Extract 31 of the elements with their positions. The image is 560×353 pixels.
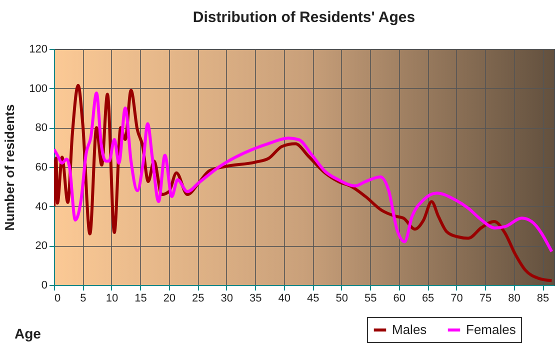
x-tick-label: 65	[422, 292, 434, 304]
x-tick-label: 15	[134, 292, 147, 304]
x-tick-label: 40	[278, 292, 291, 304]
y-tick-label: 120	[29, 44, 48, 56]
x-tick-label: 10	[106, 292, 118, 304]
x-tick-label: 80	[508, 292, 520, 304]
x-tick-label: 75	[479, 292, 492, 304]
x-tick-label: 55	[364, 292, 377, 304]
x-tick-label: 50	[336, 292, 348, 304]
legend-label: Females	[466, 322, 516, 337]
x-tick-label: 30	[220, 292, 234, 304]
x-tick-label: 70	[450, 292, 463, 304]
y-tick-label: 20	[35, 240, 48, 252]
x-tick-label: 45	[306, 292, 320, 304]
x-axis-title: Age	[14, 326, 42, 342]
x-tick-label: 5	[80, 292, 86, 304]
y-axis-title: Number of residents	[2, 104, 18, 231]
x-tick-label: 25	[192, 292, 204, 304]
chart-title: Distribution of Residents' Ages	[192, 9, 416, 26]
y-tick-label: 100	[29, 82, 48, 95]
y-tick-label: 40	[35, 200, 48, 213]
y-tick-label: 0	[41, 280, 48, 292]
line-series	[54, 92, 554, 254]
x-tick-label: 85	[536, 292, 550, 304]
x-tick-label: 20	[163, 292, 176, 304]
y-tick-label: 80	[35, 122, 48, 134]
y-tick-label: 60	[35, 162, 48, 174]
x-tick-label: 60	[393, 292, 406, 304]
x-tick-label: 0	[54, 292, 61, 304]
legend-label: Males	[392, 322, 428, 337]
x-tick-label: 35	[250, 292, 262, 304]
